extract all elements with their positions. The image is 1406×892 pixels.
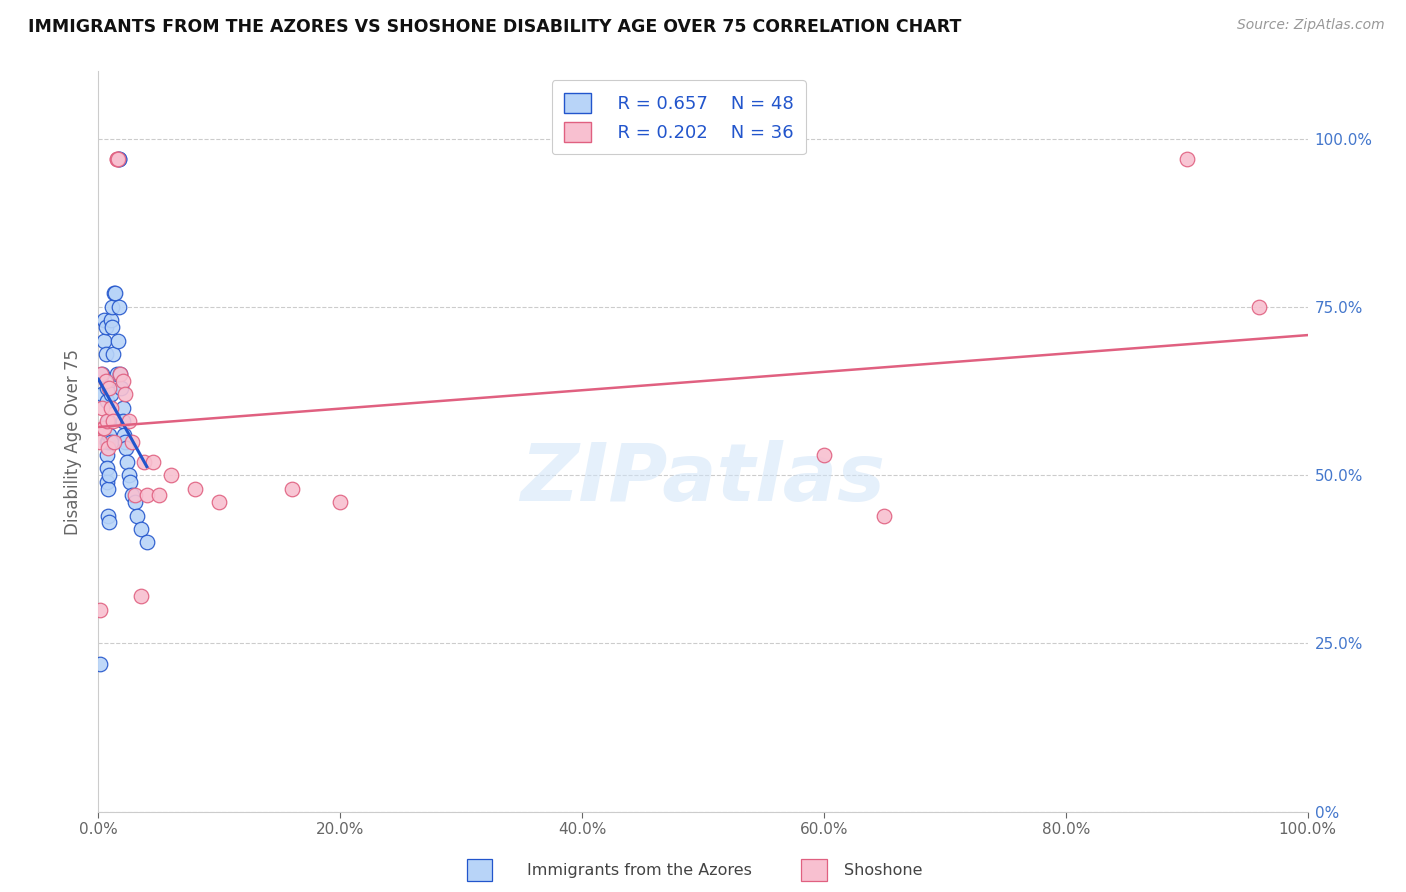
Point — [100, 401, 122, 415]
Point — [111, 414, 134, 428]
Point — [329, 495, 352, 509]
Point — [94, 320, 117, 334]
Point — [89, 603, 111, 617]
Text: Source: ZipAtlas.com: Source: ZipAtlas.com — [1237, 18, 1385, 32]
Point — [91, 387, 114, 401]
Legend:   R = 0.657    N = 48,   R = 0.202    N = 36: R = 0.657 N = 48, R = 0.202 N = 36 — [551, 80, 806, 154]
Point — [103, 434, 125, 449]
Point — [129, 590, 152, 604]
Point — [100, 387, 122, 401]
Point — [91, 368, 114, 382]
Point — [103, 286, 125, 301]
Point — [104, 286, 127, 301]
Point — [129, 522, 152, 536]
Point — [93, 334, 115, 348]
Point — [100, 434, 122, 449]
Point — [1249, 300, 1271, 314]
Point — [90, 368, 112, 382]
Point — [97, 414, 120, 428]
Point — [1175, 152, 1198, 166]
Point — [96, 414, 118, 428]
Point — [100, 320, 122, 334]
Point — [101, 414, 124, 428]
Point — [96, 448, 118, 462]
Point — [873, 508, 896, 523]
Point — [97, 442, 120, 456]
Point — [142, 455, 165, 469]
Point — [89, 434, 111, 449]
Point — [118, 468, 141, 483]
Point — [111, 374, 134, 388]
Point — [96, 434, 118, 449]
Point — [89, 657, 111, 671]
Point — [124, 488, 146, 502]
Point — [281, 482, 304, 496]
Text: IMMIGRANTS FROM THE AZORES VS SHOSHONE DISABILITY AGE OVER 75 CORRELATION CHART: IMMIGRANTS FROM THE AZORES VS SHOSHONE D… — [28, 18, 962, 36]
Point — [93, 313, 115, 327]
Point — [134, 455, 156, 469]
Point — [112, 427, 135, 442]
Point — [813, 448, 835, 462]
Point — [108, 368, 131, 382]
Point — [100, 313, 122, 327]
Point — [124, 495, 146, 509]
Point — [108, 368, 131, 382]
Point — [96, 475, 118, 489]
Point — [208, 495, 231, 509]
Point — [91, 421, 114, 435]
Point — [108, 300, 131, 314]
Point — [105, 152, 128, 166]
Point — [107, 152, 129, 166]
Point — [107, 334, 129, 348]
Point — [148, 488, 170, 502]
Point — [96, 394, 118, 409]
Point — [118, 475, 141, 489]
Point — [135, 488, 157, 502]
Point — [127, 508, 149, 523]
Point — [97, 434, 120, 449]
Point — [105, 368, 128, 382]
Point — [98, 516, 121, 530]
Point — [108, 152, 131, 166]
Point — [97, 482, 120, 496]
Point — [118, 414, 141, 428]
Point — [101, 347, 124, 361]
Text: Shoshone: Shoshone — [844, 863, 922, 878]
Point — [96, 461, 118, 475]
Point — [114, 387, 136, 401]
Point — [160, 468, 183, 483]
Point — [115, 442, 138, 456]
Point — [91, 401, 114, 415]
Point — [97, 508, 120, 523]
Point — [108, 152, 131, 166]
Point — [93, 421, 115, 435]
Point — [98, 427, 121, 442]
Y-axis label: Disability Age Over 75: Disability Age Over 75 — [65, 349, 83, 534]
Point — [135, 535, 157, 549]
Text: Immigrants from the Azores: Immigrants from the Azores — [527, 863, 752, 878]
Point — [105, 152, 128, 166]
Text: ZIPatlas: ZIPatlas — [520, 440, 886, 517]
Point — [98, 381, 121, 395]
Point — [110, 381, 132, 395]
Point — [100, 300, 122, 314]
Point — [114, 434, 136, 449]
Point — [94, 374, 117, 388]
Point — [111, 401, 134, 415]
Point — [94, 347, 117, 361]
Point — [121, 434, 143, 449]
Point — [96, 381, 118, 395]
Point — [121, 488, 143, 502]
Point — [184, 482, 207, 496]
Point — [117, 455, 139, 469]
Point — [98, 468, 121, 483]
